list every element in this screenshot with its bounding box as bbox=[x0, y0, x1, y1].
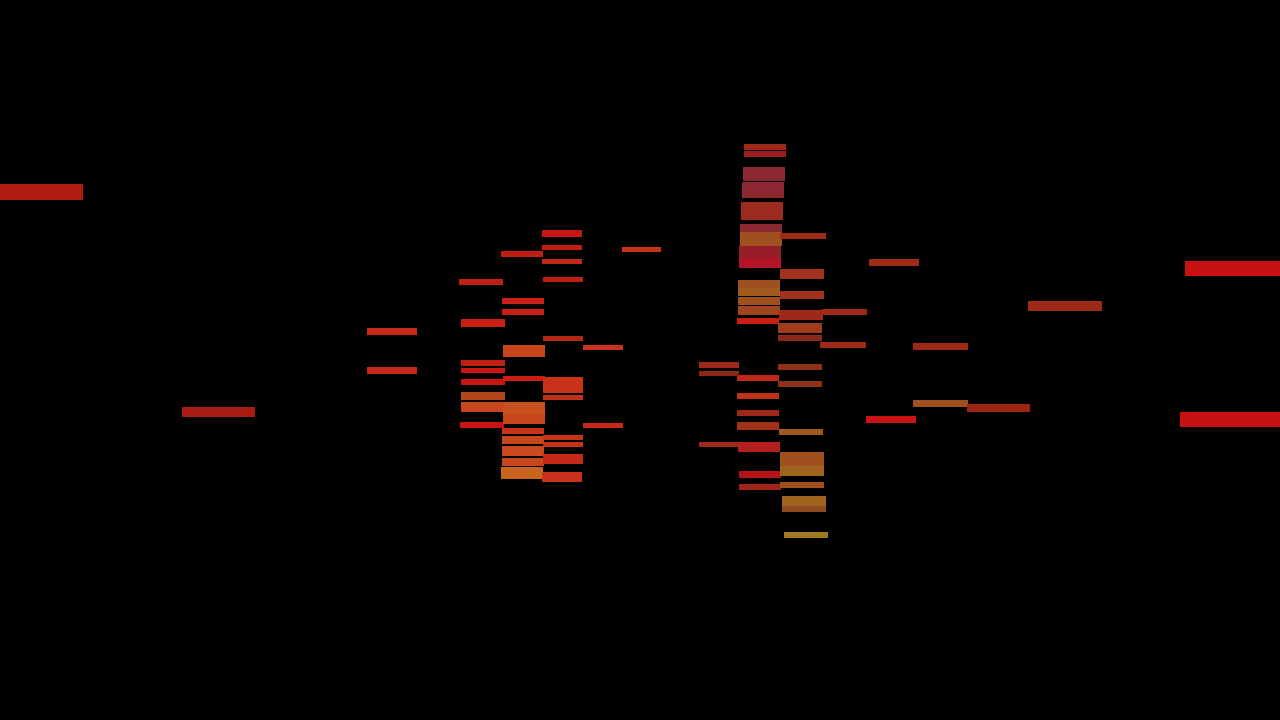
bar-mark bbox=[780, 291, 824, 299]
bar-mark bbox=[742, 190, 784, 198]
bar-mark bbox=[461, 402, 505, 412]
bar-mark bbox=[543, 395, 583, 400]
bar-mark bbox=[737, 375, 779, 381]
bar-mark bbox=[542, 245, 582, 250]
bar-mark bbox=[503, 345, 545, 357]
bar-mark bbox=[744, 151, 786, 157]
bar-mark bbox=[779, 310, 823, 320]
bar-mark bbox=[782, 496, 826, 506]
bar-mark bbox=[737, 410, 779, 416]
bar-mark bbox=[778, 323, 822, 333]
bar-mark bbox=[503, 376, 545, 381]
bar-mark bbox=[459, 279, 503, 285]
bar-mark bbox=[744, 144, 786, 150]
bar-mark bbox=[543, 277, 583, 282]
bar-mark bbox=[460, 422, 504, 428]
bar-mark bbox=[461, 368, 505, 373]
bar-mark bbox=[502, 309, 544, 315]
bar-mark bbox=[502, 458, 544, 466]
bar-mark bbox=[782, 506, 826, 512]
bar-mark bbox=[738, 288, 780, 296]
bar-mark bbox=[543, 377, 583, 393]
bar-mark bbox=[739, 484, 781, 490]
bar-mark bbox=[1180, 412, 1280, 427]
bar-mark bbox=[741, 202, 783, 220]
bar-mark bbox=[778, 364, 822, 370]
bar-mark bbox=[738, 442, 780, 452]
bar-mark bbox=[739, 258, 781, 268]
bar-mark bbox=[367, 367, 417, 374]
bar-mark bbox=[740, 224, 782, 232]
bar-mark bbox=[542, 472, 582, 482]
bar-mark bbox=[742, 182, 784, 190]
bar-mark bbox=[780, 269, 824, 279]
bar-mark bbox=[737, 318, 779, 324]
bar-mark bbox=[622, 247, 661, 252]
bar-mark bbox=[461, 392, 505, 400]
bar-mark bbox=[1185, 261, 1280, 276]
bar-mark bbox=[967, 404, 1030, 412]
bar-mark bbox=[502, 298, 544, 304]
bar-mark bbox=[738, 280, 780, 288]
bar-mark bbox=[784, 532, 828, 538]
bar-mark bbox=[780, 452, 824, 466]
bar-mark bbox=[501, 467, 543, 479]
bar-mark bbox=[780, 482, 824, 488]
bar-mark bbox=[542, 230, 582, 237]
bar-mark bbox=[779, 429, 823, 435]
bar-mark bbox=[503, 402, 545, 414]
bar-mark bbox=[866, 416, 916, 423]
bar-mark bbox=[583, 345, 623, 350]
bar-mark bbox=[780, 466, 824, 476]
bar-mark bbox=[502, 428, 544, 434]
bar-mark bbox=[913, 400, 968, 407]
bar-mark bbox=[737, 393, 779, 399]
bar-mark bbox=[778, 335, 822, 341]
bar-mark bbox=[869, 259, 919, 266]
bar-mark bbox=[461, 360, 505, 366]
bar-mark bbox=[738, 297, 780, 305]
bar-mark bbox=[461, 379, 505, 385]
bar-mark bbox=[739, 471, 781, 478]
bar-mark bbox=[743, 167, 785, 181]
bar-mark bbox=[699, 371, 739, 376]
bar-mark bbox=[0, 184, 83, 200]
bar-mark bbox=[543, 435, 583, 440]
bar-mark bbox=[913, 343, 968, 350]
bar-mark bbox=[780, 233, 826, 239]
bar-mark bbox=[543, 454, 583, 464]
bar-mark bbox=[367, 328, 417, 335]
bar-mark bbox=[542, 259, 582, 264]
bar-mark bbox=[737, 422, 779, 430]
bar-mark bbox=[501, 251, 543, 257]
bar-mark bbox=[740, 232, 782, 246]
bar-mark bbox=[502, 436, 544, 444]
bar-mark bbox=[503, 414, 545, 424]
bar-mark bbox=[502, 446, 544, 456]
bar-mark bbox=[699, 362, 739, 368]
bar-mark bbox=[543, 336, 583, 341]
bar-mark bbox=[461, 319, 505, 327]
bar-mark bbox=[822, 309, 867, 315]
bar-mark bbox=[583, 423, 623, 428]
bar-mark bbox=[1028, 301, 1102, 311]
bar-mark bbox=[820, 342, 866, 348]
bar-mark bbox=[543, 442, 583, 447]
bar-mark bbox=[699, 442, 739, 447]
bar-mark bbox=[182, 407, 255, 417]
bar-mark bbox=[778, 381, 822, 387]
bar-mark bbox=[738, 306, 780, 315]
